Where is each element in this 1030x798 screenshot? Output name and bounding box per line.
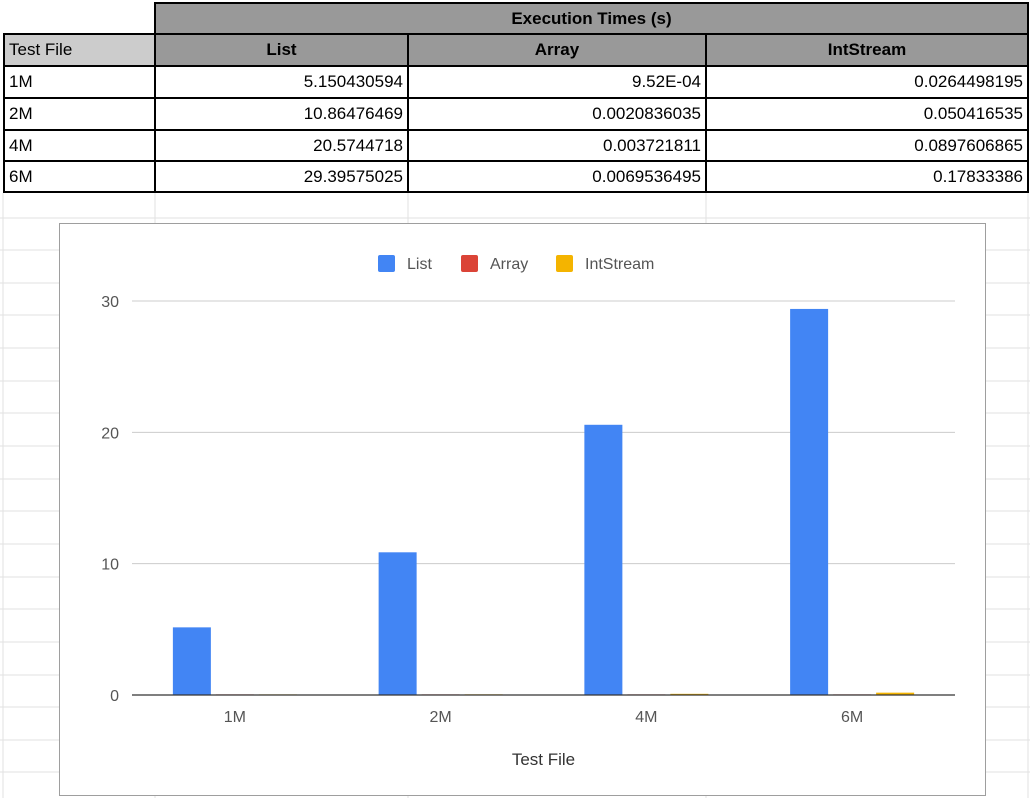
table-cell: 0.0264498195 — [706, 66, 1028, 98]
row-label-text: 4M — [9, 135, 33, 155]
column-header-array: Array — [408, 34, 706, 66]
x-tick-label: 1M — [224, 709, 246, 726]
column-header-list: List — [155, 34, 408, 66]
table-row-label: 6M — [3, 161, 155, 192]
table-border — [3, 129, 1028, 131]
y-tick-label: 10 — [101, 557, 119, 574]
table-cell: 0.0020836035 — [408, 98, 706, 130]
cell-value: 9.52E-04 — [632, 72, 701, 91]
column-header-label: IntStream — [827, 40, 907, 59]
table-cell: 20.5744718 — [155, 130, 408, 161]
table-row-label: 4M — [3, 130, 155, 161]
cell-value: 0.0069536495 — [592, 166, 701, 186]
bar-list — [584, 424, 623, 695]
table-cell: 0.0069536495 — [408, 161, 706, 192]
column-header-intstream: IntStream — [706, 34, 1028, 66]
legend-swatch-intstream — [556, 255, 573, 272]
table-border — [3, 65, 1028, 67]
x-tick-label: 2M — [430, 709, 452, 726]
cell-value: 0.0020836035 — [592, 104, 701, 123]
table-cell: 10.86476469 — [155, 98, 408, 130]
cell-value: 0.003721811 — [602, 135, 701, 155]
x-tick-label: 4M — [635, 709, 657, 726]
y-tick-label: 30 — [101, 294, 119, 311]
cell-value: 5.150430594 — [303, 72, 403, 91]
legend-swatch-list — [378, 255, 395, 272]
row-label-text: 2M — [9, 104, 33, 123]
column-header-label: List — [266, 40, 297, 59]
table-border — [3, 97, 1028, 99]
table-border — [3, 160, 1028, 162]
row-header-label: Test File — [9, 40, 73, 59]
cell-value: 0.0897606865 — [914, 135, 1023, 155]
bar-intstream — [876, 692, 915, 695]
table-border — [3, 191, 1028, 193]
table-title: Execution Times (s) — [511, 8, 672, 28]
cell-value: 0.0264498195 — [914, 72, 1023, 91]
table-cell: 0.050416535 — [706, 98, 1028, 130]
cell-value: 29.39575025 — [303, 166, 403, 186]
legend-label-intstream: IntStream — [585, 256, 654, 273]
row-label-text: 6M — [9, 166, 33, 186]
table-border — [407, 33, 409, 193]
cell-value: 0.17833386 — [933, 166, 1023, 186]
y-tick-label: 20 — [101, 425, 119, 442]
x-tick-label: 6M — [841, 709, 863, 726]
table-cell: 0.0897606865 — [706, 130, 1028, 161]
legend-swatch-array — [461, 255, 478, 272]
bar-list — [172, 627, 211, 695]
row-header-cell: Test File — [3, 34, 155, 66]
table-cell: 0.17833386 — [706, 161, 1028, 192]
bar-chart: 0 10 20 30 1M 2M 4M 6M Test File List Array IntStre… — [101, 255, 955, 769]
legend-label-list: List — [407, 256, 432, 273]
row-label-text: 1M — [9, 72, 33, 91]
legend-label-array: Array — [490, 256, 528, 273]
table-border — [705, 33, 707, 193]
table-cell: 5.150430594 — [155, 66, 408, 98]
table-border — [3, 33, 5, 193]
table-border — [1027, 2, 1029, 193]
table-row-label: 1M — [3, 66, 155, 98]
x-axis-title: Test File — [512, 750, 575, 769]
cell-value: 0.050416535 — [923, 104, 1023, 123]
table-border — [155, 2, 1028, 4]
table-cell: 0.003721811 — [408, 130, 706, 161]
table-row-label: 2M — [3, 98, 155, 130]
cell-value: 10.86476469 — [303, 104, 403, 123]
column-header-label: Array — [534, 40, 580, 59]
embedded-chart[interactable]: 0 10 20 30 1M 2M 4M 6M Test File List Array IntStre… — [59, 223, 986, 796]
bar-list — [378, 552, 417, 695]
cell-value: 20.5744718 — [313, 135, 403, 155]
table-cell: 29.39575025 — [155, 161, 408, 192]
bar-list — [790, 308, 829, 695]
table-title-header: Execution Times (s) — [155, 3, 1028, 34]
table-border — [154, 2, 156, 193]
y-tick-label: 0 — [110, 688, 119, 705]
table-cell: 9.52E-04 — [408, 66, 706, 98]
table-border — [3, 33, 1028, 35]
